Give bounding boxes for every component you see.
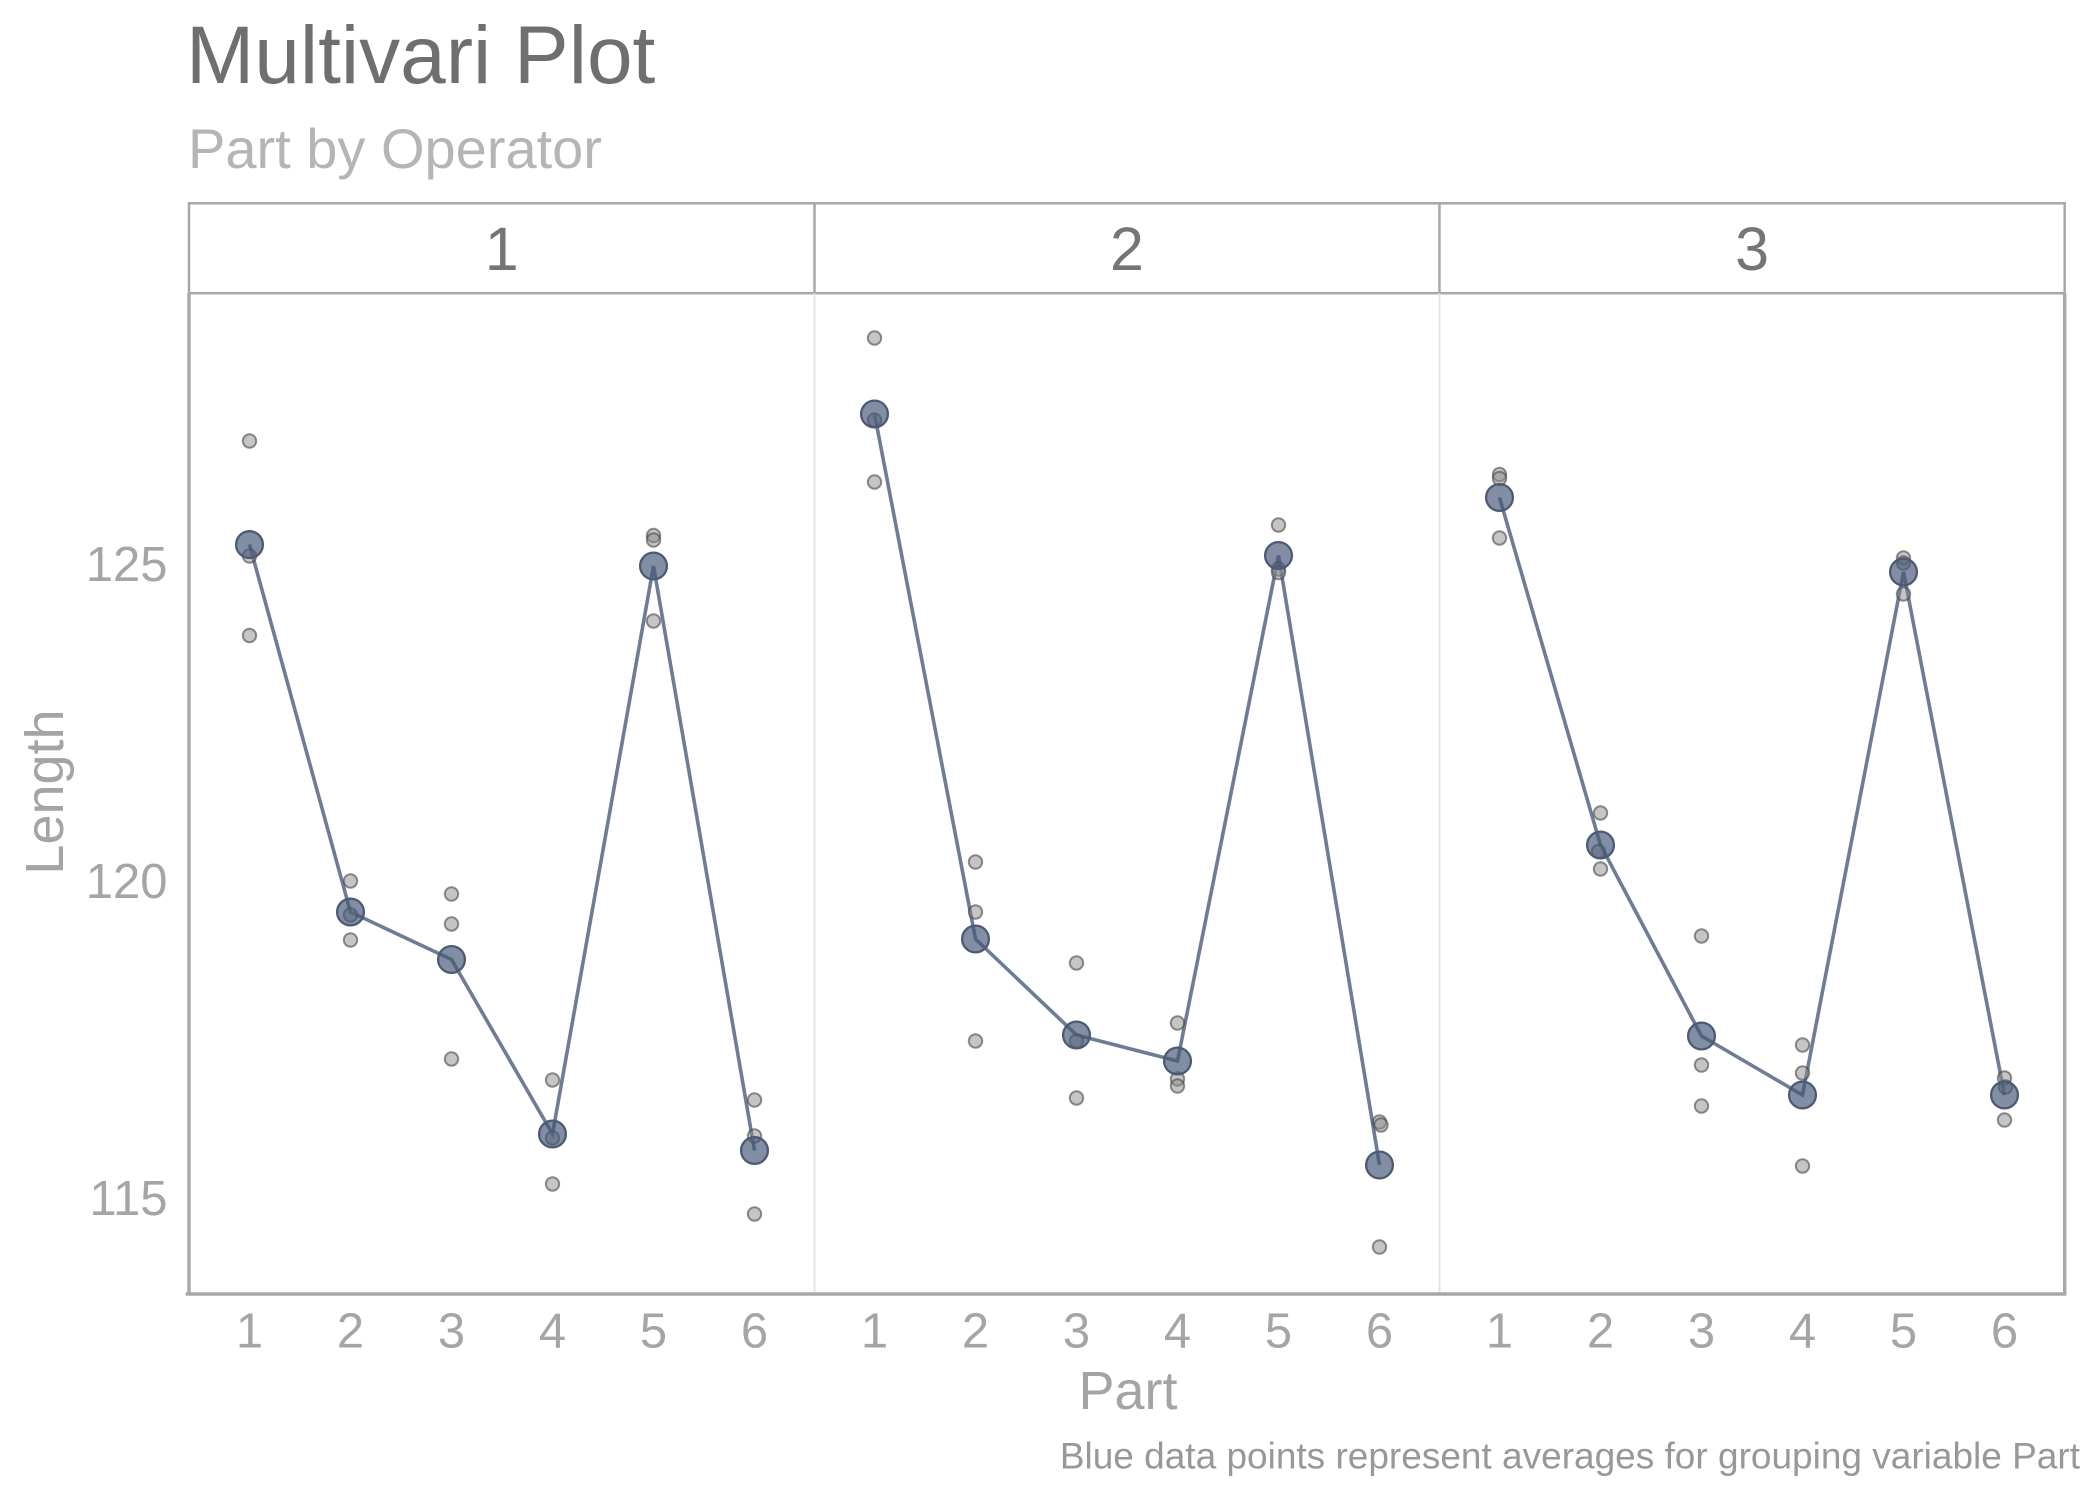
svg-text:2: 2 (1110, 215, 1144, 283)
svg-text:Blue data points represent ave: Blue data points represent averages for … (1060, 1436, 2081, 1477)
svg-text:5: 5 (640, 1305, 667, 1359)
svg-text:1: 1 (236, 1305, 263, 1359)
svg-text:5: 5 (1265, 1305, 1292, 1359)
svg-text:2: 2 (1587, 1305, 1614, 1359)
svg-text:3: 3 (1688, 1305, 1715, 1359)
svg-text:6: 6 (1366, 1305, 1393, 1359)
svg-text:4: 4 (539, 1305, 566, 1359)
svg-text:115: 115 (89, 1172, 167, 1226)
svg-text:Part: Part (1078, 1361, 1177, 1421)
svg-text:1: 1 (1486, 1305, 1513, 1359)
svg-text:3: 3 (1063, 1305, 1090, 1359)
svg-text:5: 5 (1890, 1305, 1917, 1359)
svg-text:3: 3 (1735, 215, 1769, 283)
svg-text:4: 4 (1789, 1305, 1816, 1359)
svg-text:6: 6 (741, 1305, 768, 1359)
svg-text:Length: Length (15, 709, 75, 874)
svg-text:Multivari Plot: Multivari Plot (186, 10, 656, 101)
svg-text:Part by Operator: Part by Operator (188, 117, 602, 180)
svg-text:125: 125 (86, 538, 168, 592)
svg-text:2: 2 (962, 1305, 989, 1359)
svg-text:1: 1 (485, 215, 519, 283)
svg-text:1: 1 (861, 1305, 888, 1359)
svg-text:6: 6 (1991, 1305, 2018, 1359)
svg-text:4: 4 (1164, 1305, 1191, 1359)
svg-text:3: 3 (438, 1305, 465, 1359)
svg-text:2: 2 (337, 1305, 364, 1359)
svg-text:120: 120 (86, 855, 168, 909)
